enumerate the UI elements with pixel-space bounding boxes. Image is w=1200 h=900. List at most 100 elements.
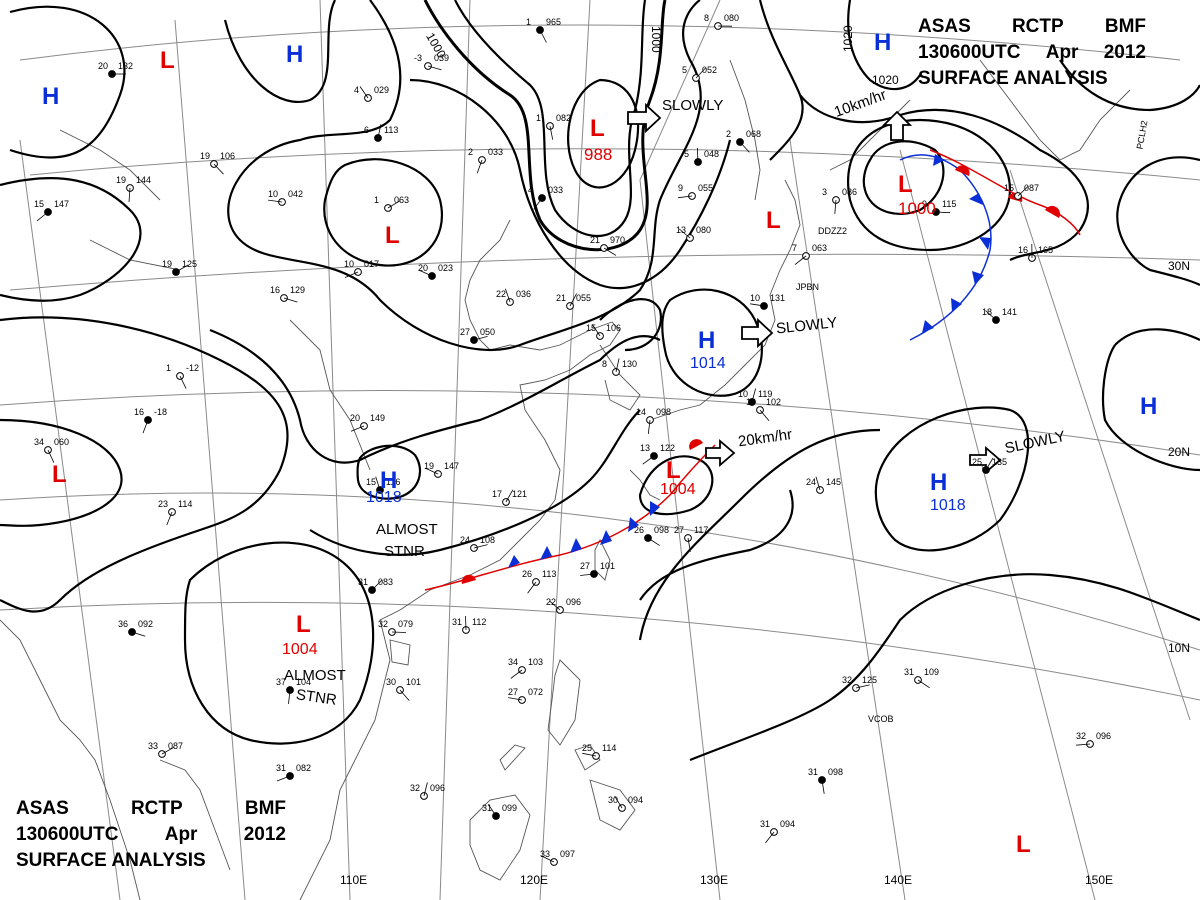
station-pressure: 033 [548, 185, 563, 195]
cold-front-triangle [933, 154, 945, 166]
station-plot: 24 108 [460, 535, 495, 552]
station-plot: 31 094 [760, 819, 795, 844]
cold-front-triangle [508, 555, 520, 568]
wind-barb [131, 631, 146, 637]
station-temperature: 5 [682, 65, 687, 75]
low-center-marker: L [160, 47, 175, 74]
wind-barb [834, 199, 837, 214]
station-plot: 9 055 [678, 183, 713, 200]
wind-barb [647, 537, 660, 546]
station-plot: 15 106 [586, 323, 621, 340]
station-pressure: 068 [746, 129, 761, 139]
station-plot: 30 094 [608, 795, 643, 812]
isobar [1059, 59, 1200, 112]
station-code: PCLH2 [1135, 120, 1150, 150]
station-pressure: 101 [600, 561, 615, 571]
low-center-value: 1004 [660, 481, 696, 498]
wind-barb [377, 124, 382, 139]
station-temperature: 25 [582, 743, 592, 753]
longitude-label: 120E [520, 873, 548, 887]
station-plot: 26 113 [522, 569, 556, 594]
station-plot: 16 165 [1018, 243, 1053, 262]
wind-barb [541, 855, 555, 863]
station-pressure: 145 [826, 477, 841, 487]
isobar [638, 428, 881, 641]
coastline-sakhalin [729, 59, 761, 201]
wind-barb [1017, 186, 1029, 197]
station-temperature: 26 [522, 569, 532, 579]
coastline-mindanao [589, 779, 636, 831]
station-plot: 22 036 [496, 288, 531, 306]
station-plot: -3 039 [414, 53, 449, 71]
station-temperature: 21 [590, 235, 600, 245]
low-center-value: 1000 [898, 199, 936, 218]
station-temperature: 16 [270, 285, 280, 295]
station-pressure: 131 [770, 293, 785, 303]
station-temperature: 9 [922, 199, 927, 209]
station-pressure: 080 [696, 225, 711, 235]
station-temperature: -3 [414, 53, 422, 63]
isobar [223, 0, 336, 103]
station-pressure: 132 [118, 61, 133, 71]
station-temperature: 31 [904, 667, 914, 677]
station-plot: 31 082 [276, 763, 311, 782]
station-temperature: 3 [822, 187, 827, 197]
meridian-line [899, 149, 1096, 900]
station-pressure: 108 [480, 535, 495, 545]
wind-barb [615, 358, 620, 373]
station-plot: 10 119 [738, 388, 772, 406]
title-time: 130600UTC [16, 824, 119, 845]
station-temperature: 1 [536, 113, 541, 123]
station-pressure: 114 [602, 743, 616, 753]
station-plot: 31 112 [452, 615, 486, 634]
longitude-label: 150E [1085, 873, 1113, 887]
isobar [227, 0, 702, 352]
longitude-label: 130E [700, 873, 728, 887]
low-center-marker: L [52, 461, 67, 488]
coastline-ryukyu [629, 469, 661, 501]
high-center-marker: H [698, 327, 715, 354]
meridian-line [789, 139, 906, 900]
station-plot: 31 083 [358, 577, 393, 594]
station-plot: 16 129 [270, 285, 305, 303]
warm-front [929, 149, 1081, 236]
wind-barb [128, 187, 131, 203]
station-plot: 4 029 [354, 85, 389, 102]
isobar [567, 78, 640, 189]
isobar [758, 0, 804, 161]
latitude-label: 10N [1168, 641, 1190, 655]
wind-barb [179, 375, 187, 389]
station-plot: 27 101 [580, 561, 615, 578]
station-temperature: 19 [200, 151, 210, 161]
cold-front-triangle [540, 546, 552, 560]
station-temperature: 34 [508, 657, 518, 667]
station-pressure: 052 [702, 65, 717, 75]
station-pressure: 165 [1038, 245, 1053, 255]
station-pressure: 147 [444, 461, 459, 471]
station-plot: 32 096 [1076, 731, 1111, 748]
isobar [0, 418, 123, 527]
station-temperature: 15 [366, 477, 376, 487]
station-plot: 10 042 [268, 189, 303, 206]
wind-barb [473, 336, 488, 341]
station-temperature: 1 [374, 195, 379, 205]
wind-barb [510, 669, 523, 679]
parallel-line [0, 601, 1200, 701]
station-temperature: 33 [148, 741, 158, 751]
station-temperature: 2 [726, 129, 731, 139]
station-pressure: 096 [430, 783, 445, 793]
wind-barb [505, 489, 514, 503]
cold-front-triangle [969, 193, 983, 205]
station-pressure: 102 [766, 397, 781, 407]
low-center-value: 988 [584, 145, 612, 164]
high-center-value: 1018 [366, 489, 402, 506]
station-plot: 10 017 [344, 259, 379, 278]
coastline-bay [159, 759, 231, 871]
wind-barb [1076, 743, 1091, 746]
station-temperature: 8 [602, 359, 607, 369]
wind-barb [47, 449, 55, 463]
station-pressure: 116 [386, 477, 400, 487]
station-temperature: 32 [378, 619, 388, 629]
station-temperature: 15 [586, 323, 596, 333]
